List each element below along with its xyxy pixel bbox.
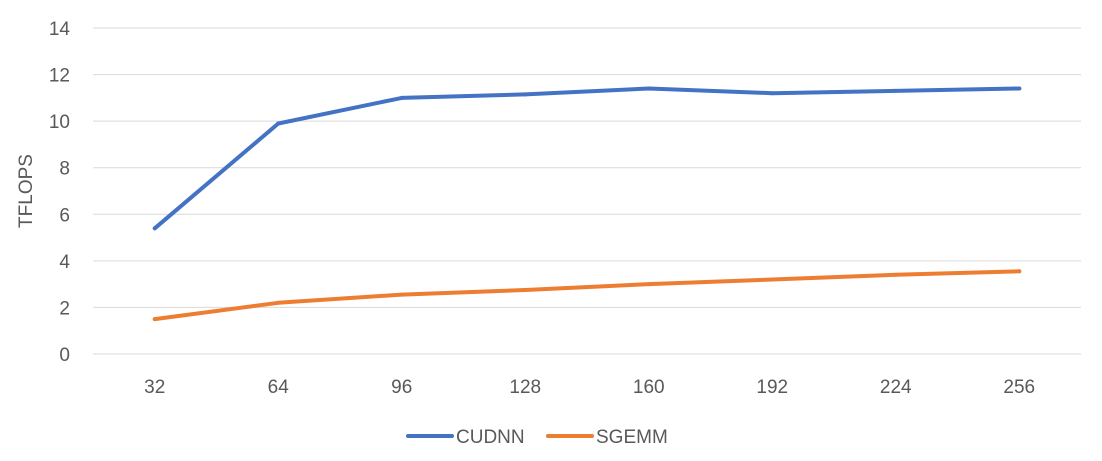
x-tick-label: 256 (1003, 377, 1035, 398)
x-tick-label: 224 (880, 377, 912, 398)
x-tick-label: 192 (756, 377, 788, 398)
series-line-cudnn (152, 86, 1022, 231)
x-tick-label: 32 (144, 377, 165, 398)
data-point-cudnn (770, 91, 775, 96)
x-tick-label: 128 (509, 377, 541, 398)
y-tick-label: 6 (59, 205, 70, 226)
x-tick-label: 96 (391, 377, 412, 398)
data-point-sgemm (646, 282, 651, 287)
data-point-sgemm (276, 300, 281, 305)
data-point-cudnn (399, 95, 404, 100)
data-point-sgemm (523, 287, 528, 292)
data-point-cudnn (152, 226, 157, 231)
y-tick-label: 10 (49, 112, 70, 133)
legend: CUDNN SGEMM (406, 427, 668, 448)
data-point-cudnn (276, 121, 281, 126)
data-point-sgemm (1017, 269, 1022, 274)
data-point-sgemm (893, 272, 898, 277)
data-point-sgemm (399, 292, 404, 297)
data-point-sgemm (152, 317, 157, 322)
data-point-cudnn (1017, 86, 1022, 91)
y-tick-label: 2 (59, 298, 70, 319)
y-axis-title: TFLOPS (16, 154, 37, 228)
legend-label-cudnn: CUDNN (456, 427, 525, 448)
y-tick-label: 8 (59, 159, 70, 180)
series-lines (152, 86, 1022, 322)
y-axis-ticks: 0 2 4 6 8 10 12 14 (49, 19, 71, 366)
data-point-cudnn (523, 92, 528, 97)
y-tick-label: 12 (49, 66, 70, 87)
y-tick-label: 4 (59, 252, 70, 273)
y-tick-label: 0 (59, 345, 70, 366)
data-point-sgemm (770, 277, 775, 282)
legend-label-sgemm: SGEMM (596, 427, 668, 448)
series-line-sgemm (152, 269, 1022, 322)
y-tick-label: 14 (49, 19, 71, 40)
data-point-cudnn (646, 86, 651, 91)
x-tick-label: 64 (268, 377, 290, 398)
data-point-cudnn (893, 88, 898, 93)
gridlines (93, 27, 1081, 355)
x-axis-ticks: 32 64 96 128 160 192 224 256 (144, 377, 1035, 398)
x-tick-label: 160 (633, 377, 665, 398)
